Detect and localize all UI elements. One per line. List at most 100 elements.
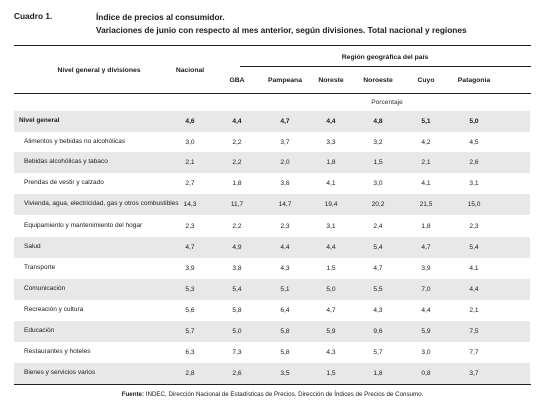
cell-region-4: 1,5 xyxy=(373,158,383,166)
cell-region-4: 4,7 xyxy=(373,264,383,272)
cell-region-2: 14,7 xyxy=(278,200,292,208)
cell-region-4: 1,8 xyxy=(373,369,383,377)
row-label: Educación xyxy=(24,327,55,335)
cell-region-4: 9,6 xyxy=(373,327,383,335)
row-label: Equipamiento y mantenimiento del hogar xyxy=(24,222,143,230)
cell-region-4: 5,5 xyxy=(373,285,383,293)
cell-region-5: 3,0 xyxy=(421,348,431,356)
cell-region-3: 1,8 xyxy=(326,158,336,166)
cell-region-6: 4,4 xyxy=(469,285,479,293)
table-row: Educación 5,7 5,0 5,8 5,9 9,6 5,9 7,5 xyxy=(14,321,530,342)
header-region-1: GBA xyxy=(229,77,245,84)
cell-region-6: 2,1 xyxy=(469,306,479,314)
cell-region-2: 4,3 xyxy=(280,264,290,272)
cell-region-6: 3,1 xyxy=(469,179,479,187)
cell-region-4: 5,4 xyxy=(373,243,383,251)
cell-region-5: 4,7 xyxy=(421,243,431,251)
cell-region-4: 4,3 xyxy=(373,306,383,314)
cell-region-1: 2,2 xyxy=(232,138,242,146)
header-bottom-rule xyxy=(14,93,531,94)
cell-region-5: 21,5 xyxy=(419,200,433,208)
cell-region-2: 3,6 xyxy=(280,179,290,187)
header-region-4: Noroeste xyxy=(363,77,393,84)
header-national: Nacional xyxy=(175,67,205,74)
cell-nacional: 4,6 xyxy=(185,117,195,125)
cell-region-3: 3,3 xyxy=(326,138,336,146)
source-label: Fuente: xyxy=(121,391,145,398)
table-row: Alimentos y bebidas no alcohólicas 3,0 2,2… xyxy=(14,132,530,153)
header-level: Nivel general y divisiones xyxy=(57,67,141,74)
cell-nacional: 5,3 xyxy=(185,285,195,293)
cell-region-4: 3,2 xyxy=(373,138,383,146)
cell-region-5: 4,2 xyxy=(421,138,431,146)
row-label: Restaurantes y hoteles xyxy=(24,348,91,356)
region-group-rule xyxy=(240,66,531,67)
cell-region-2: 5,8 xyxy=(280,327,290,335)
cell-region-3: 3,1 xyxy=(326,222,336,230)
row-label: Bebidas alcohólicas y tabaco xyxy=(24,158,108,166)
row-label: Nivel general xyxy=(19,117,60,125)
cell-region-5: 3,9 xyxy=(421,264,431,272)
cell-region-5: 0,8 xyxy=(421,369,431,377)
cell-region-5: 2,1 xyxy=(421,158,431,166)
header-region-group: Región geográfica del país xyxy=(341,54,429,61)
table-title: Índice de precios al consumidor. Variaci… xyxy=(96,11,467,37)
table-row: Transporte 3,9 3,8 4,3 1,5 4,7 3,9 4,1 xyxy=(14,258,530,279)
table-caption: Cuadro 1. xyxy=(14,11,53,21)
cell-region-3: 4,3 xyxy=(326,348,336,356)
title-line-2: Variaciones de junio con respecto al mes… xyxy=(96,25,467,35)
header-top-rule xyxy=(14,45,531,46)
cell-region-2: 5,1 xyxy=(280,285,290,293)
table-row: Restaurantes y hoteles 6,3 7,3 5,8 4,3 5,7 3,0… xyxy=(14,342,530,363)
cell-region-3: 4,7 xyxy=(326,306,336,314)
row-shading xyxy=(14,321,530,342)
header-region-6: Patagonia xyxy=(457,77,491,84)
cell-region-3: 1,5 xyxy=(326,264,336,272)
cell-nacional: 3,0 xyxy=(185,138,195,146)
cell-region-1: 1,8 xyxy=(232,179,242,187)
cell-region-2: 3,5 xyxy=(280,369,290,377)
cell-nacional: 14,3 xyxy=(183,200,197,208)
cell-region-1: 4,9 xyxy=(232,243,242,251)
cell-region-1: 5,0 xyxy=(232,327,242,335)
cell-nacional: 4,7 xyxy=(185,243,195,251)
cell-region-6: 7,5 xyxy=(469,327,479,335)
cell-region-6: 5,4 xyxy=(469,243,479,251)
cell-region-4: 3,0 xyxy=(373,179,383,187)
source-note: Fuente: INDEC, Dirección Nacional de Est… xyxy=(0,391,545,398)
cell-region-6: 3,7 xyxy=(469,369,479,377)
cell-region-3: 5,0 xyxy=(326,285,336,293)
cell-region-1: 11,7 xyxy=(230,200,244,208)
table-row-nivel-general: Nivel general 4,6 4,4 4,7 4,4 4,8 5,1 5,0 xyxy=(14,111,530,132)
row-shading xyxy=(14,279,530,300)
cell-region-2: 2,0 xyxy=(280,158,290,166)
cell-region-3: 4,4 xyxy=(326,243,336,251)
row-label: Recreación y cultura xyxy=(24,306,84,314)
table-row: Vivienda, agua, electricidad, gas y otro… xyxy=(14,194,530,215)
cell-region-2: 5,8 xyxy=(280,348,290,356)
cell-region-1: 5,8 xyxy=(232,306,242,314)
row-shading xyxy=(14,363,530,384)
cell-nacional: 5,6 xyxy=(185,306,195,314)
cell-region-1: 3,8 xyxy=(232,264,242,272)
row-label: Prendas de vestir y calzado xyxy=(24,179,104,187)
row-label: Transporte xyxy=(24,264,56,272)
cell-nacional: 6,3 xyxy=(185,348,195,356)
cell-region-6: 4,5 xyxy=(469,138,479,146)
cell-nacional: 2,7 xyxy=(185,179,195,187)
cell-region-1: 2,2 xyxy=(232,222,242,230)
table-row: Recreación y cultura 5,6 5,8 6,4 4,7 4,3 4,4 2,… xyxy=(14,300,530,321)
cell-region-3: 4,1 xyxy=(326,179,336,187)
cell-nacional: 5,7 xyxy=(185,327,195,335)
row-label: Comunicación xyxy=(24,285,66,293)
table-row: Salud 4,7 4,9 4,4 4,4 5,4 4,7 5,4 xyxy=(14,237,530,258)
cell-region-5: 4,1 xyxy=(421,179,431,187)
title-line-1: Índice de precios al consumidor. xyxy=(96,12,225,22)
cell-region-2: 2,3 xyxy=(280,222,290,230)
cell-region-4: 2,4 xyxy=(373,222,383,230)
header-region-2: Pampeana xyxy=(267,77,302,84)
row-label: Salud xyxy=(24,243,41,251)
cell-region-6: 15,0 xyxy=(467,200,481,208)
cell-nacional: 2,1 xyxy=(185,158,195,166)
cell-region-6: 4,1 xyxy=(469,264,479,272)
